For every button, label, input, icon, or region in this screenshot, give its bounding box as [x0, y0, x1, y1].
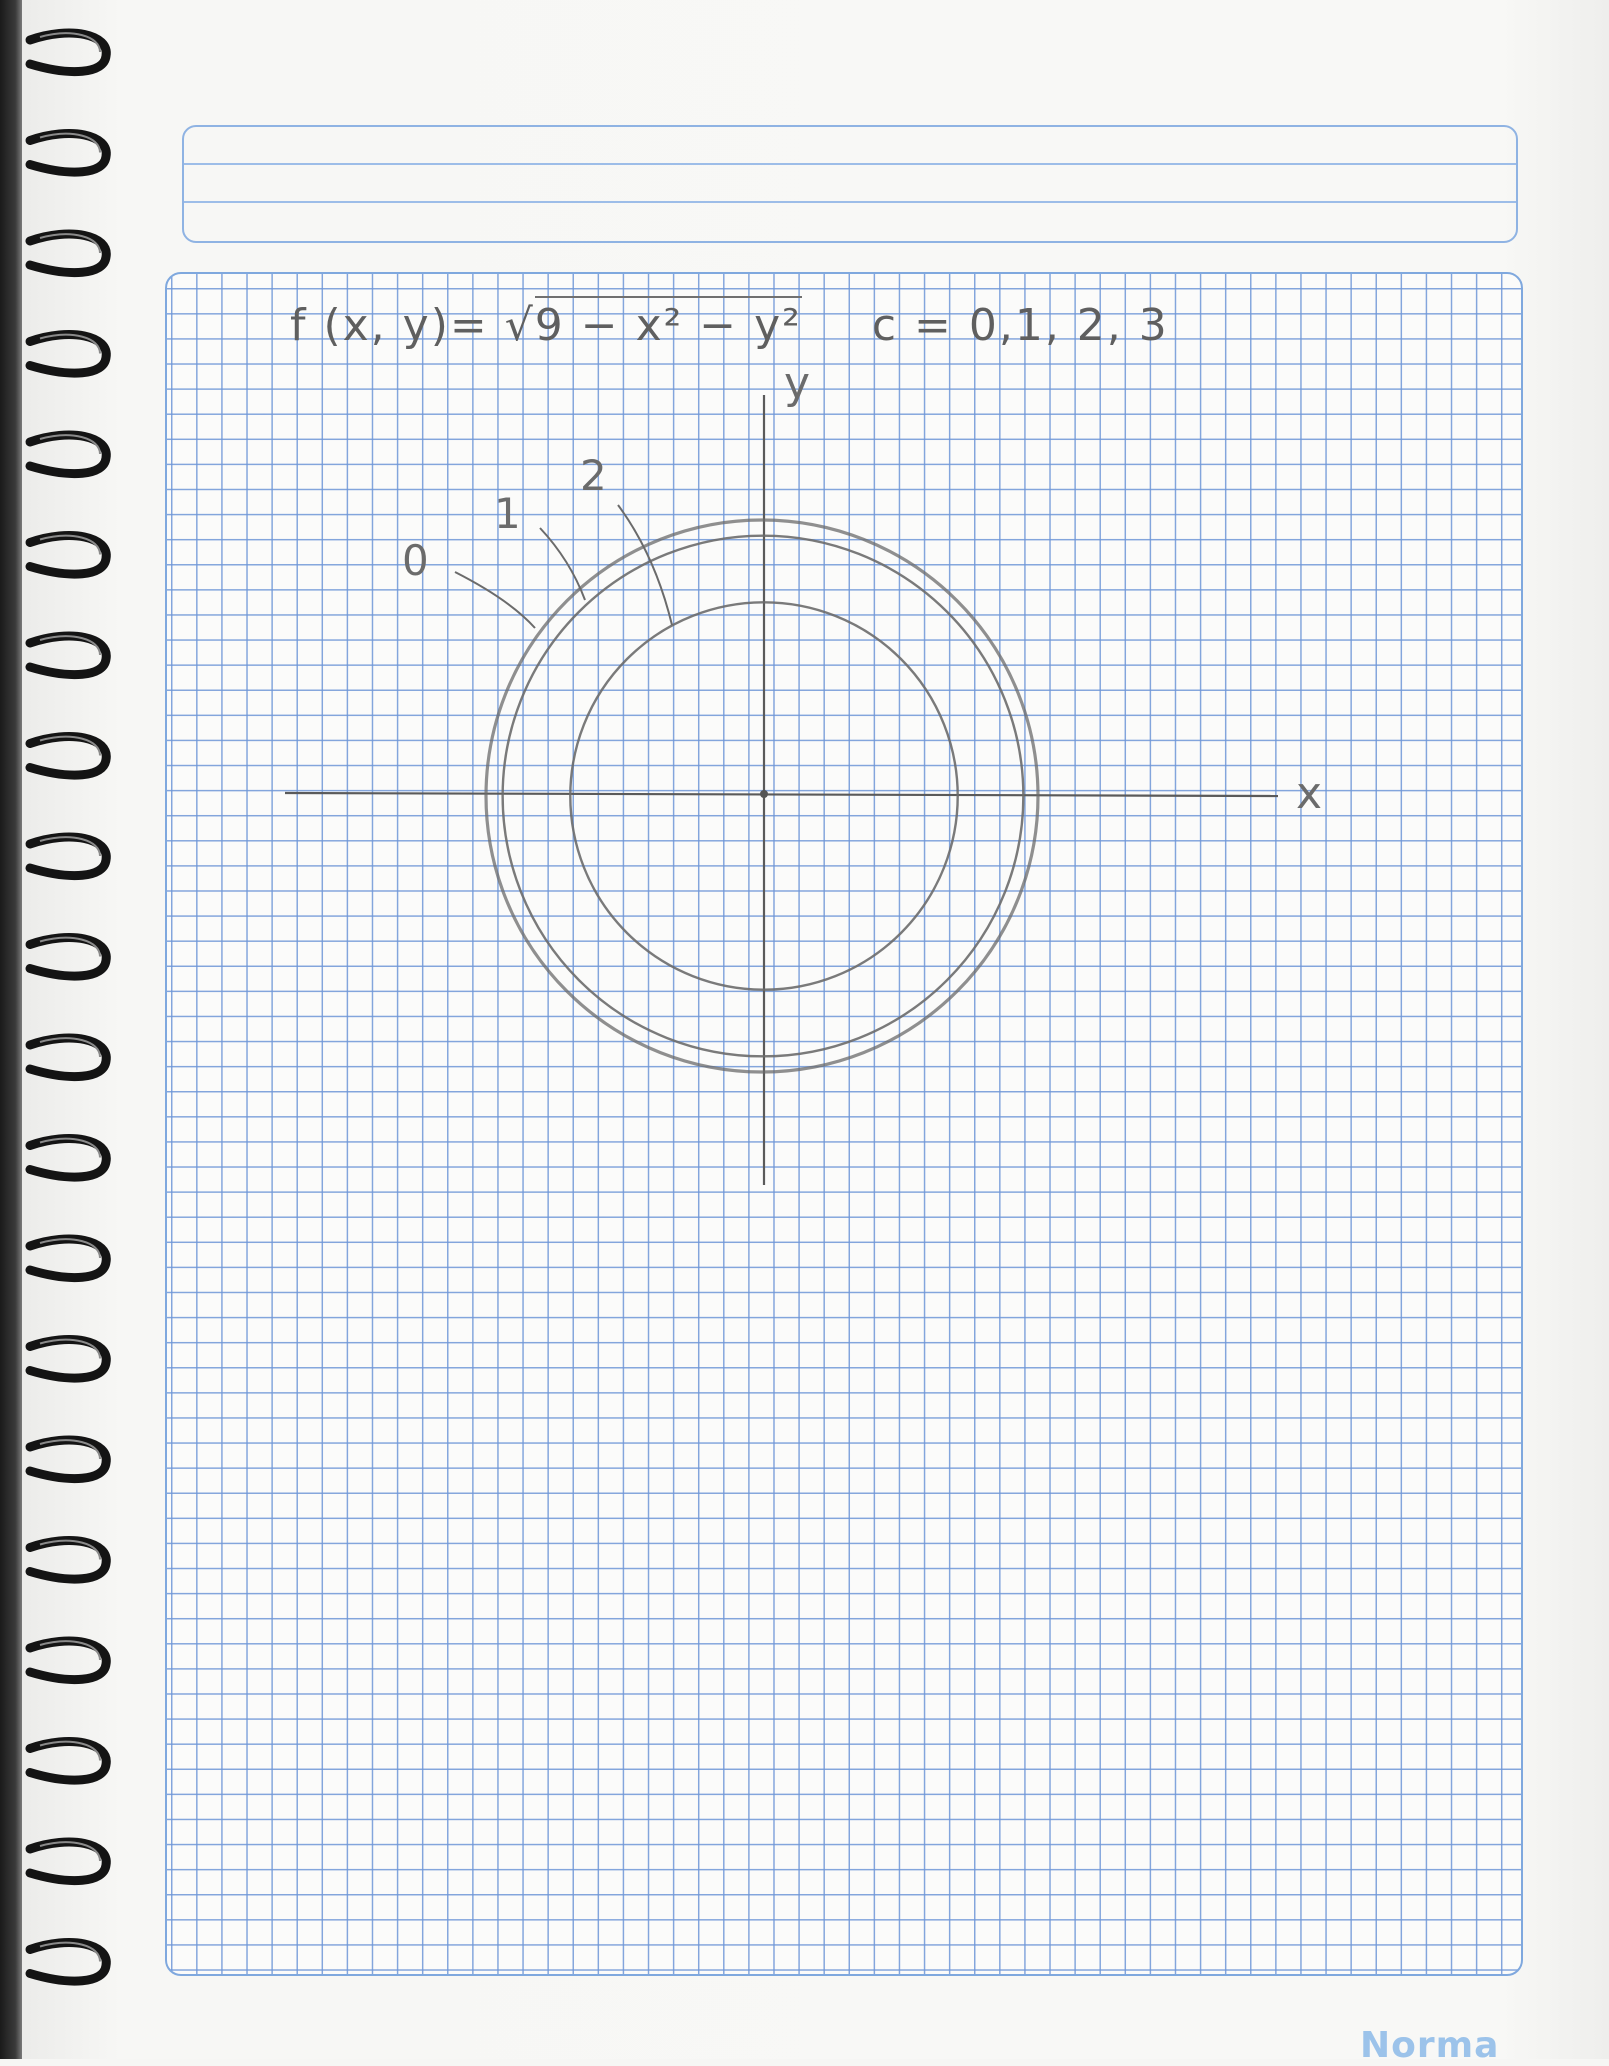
radicand: 9 − x² − y² — [534, 296, 802, 351]
radical-sign: √ — [504, 300, 535, 351]
spiral-ring-highlight — [39, 1439, 101, 1460]
spiral-ring-highlight — [39, 32, 101, 53]
leader-line-2 — [617, 504, 673, 626]
spiral-ring-highlight — [39, 735, 101, 756]
origin-point — [760, 790, 768, 798]
spiral-ring-highlight — [39, 836, 101, 857]
spiral-ring-highlight — [39, 1338, 101, 1359]
brand-logo: Norma — [1360, 2025, 1500, 2066]
spiral-binding — [25, 28, 111, 1986]
level-values: c = 0,1, 2, 3 — [871, 300, 1169, 351]
spiral-ring-highlight — [39, 1841, 101, 1862]
spiral-ring-highlight — [39, 1740, 101, 1761]
x-axis-label: x — [1296, 768, 1322, 819]
function-label: f (x, y)= — [290, 300, 489, 351]
binding-edge — [0, 0, 22, 2059]
leader-line-0 — [454, 571, 536, 629]
y-axis-label: y — [784, 358, 810, 409]
spiral-ring-highlight — [39, 233, 101, 254]
level-curves — [484, 518, 1040, 1074]
leader-line-1 — [539, 527, 586, 601]
level-label-2: 2 — [580, 451, 607, 500]
spiral-ring-highlight — [39, 635, 101, 656]
level-curve-c2 — [569, 601, 959, 991]
spiral-ring-highlight — [39, 936, 101, 957]
spiral-ring-highlight — [39, 333, 101, 354]
function-equation: f (x, y)= √9 − x² − y² c = 0,1, 2, 3 — [290, 296, 1169, 351]
spiral-ring-highlight — [39, 1037, 101, 1058]
graph-paper-grid — [165, 272, 1523, 1976]
spiral-ring-highlight — [39, 1941, 101, 1962]
spiral-ring-highlight — [39, 1137, 101, 1158]
header-rule — [184, 163, 1516, 165]
spiral-ring-highlight — [39, 1640, 101, 1661]
level-label-1: 1 — [494, 489, 521, 538]
spiral-ring-highlight — [39, 1539, 101, 1560]
spiral-ring-highlight — [39, 534, 101, 555]
header-rule — [184, 201, 1516, 203]
level-curve-c1 — [501, 534, 1025, 1058]
spiral-ring-highlight — [39, 132, 101, 153]
spiral-ring-highlight — [39, 1238, 101, 1259]
level-curve-c0 — [484, 518, 1040, 1074]
x-axis — [284, 791, 1279, 798]
header-box — [182, 125, 1518, 243]
level-label-0: 0 — [402, 536, 429, 585]
spiral-ring-highlight — [39, 434, 101, 455]
